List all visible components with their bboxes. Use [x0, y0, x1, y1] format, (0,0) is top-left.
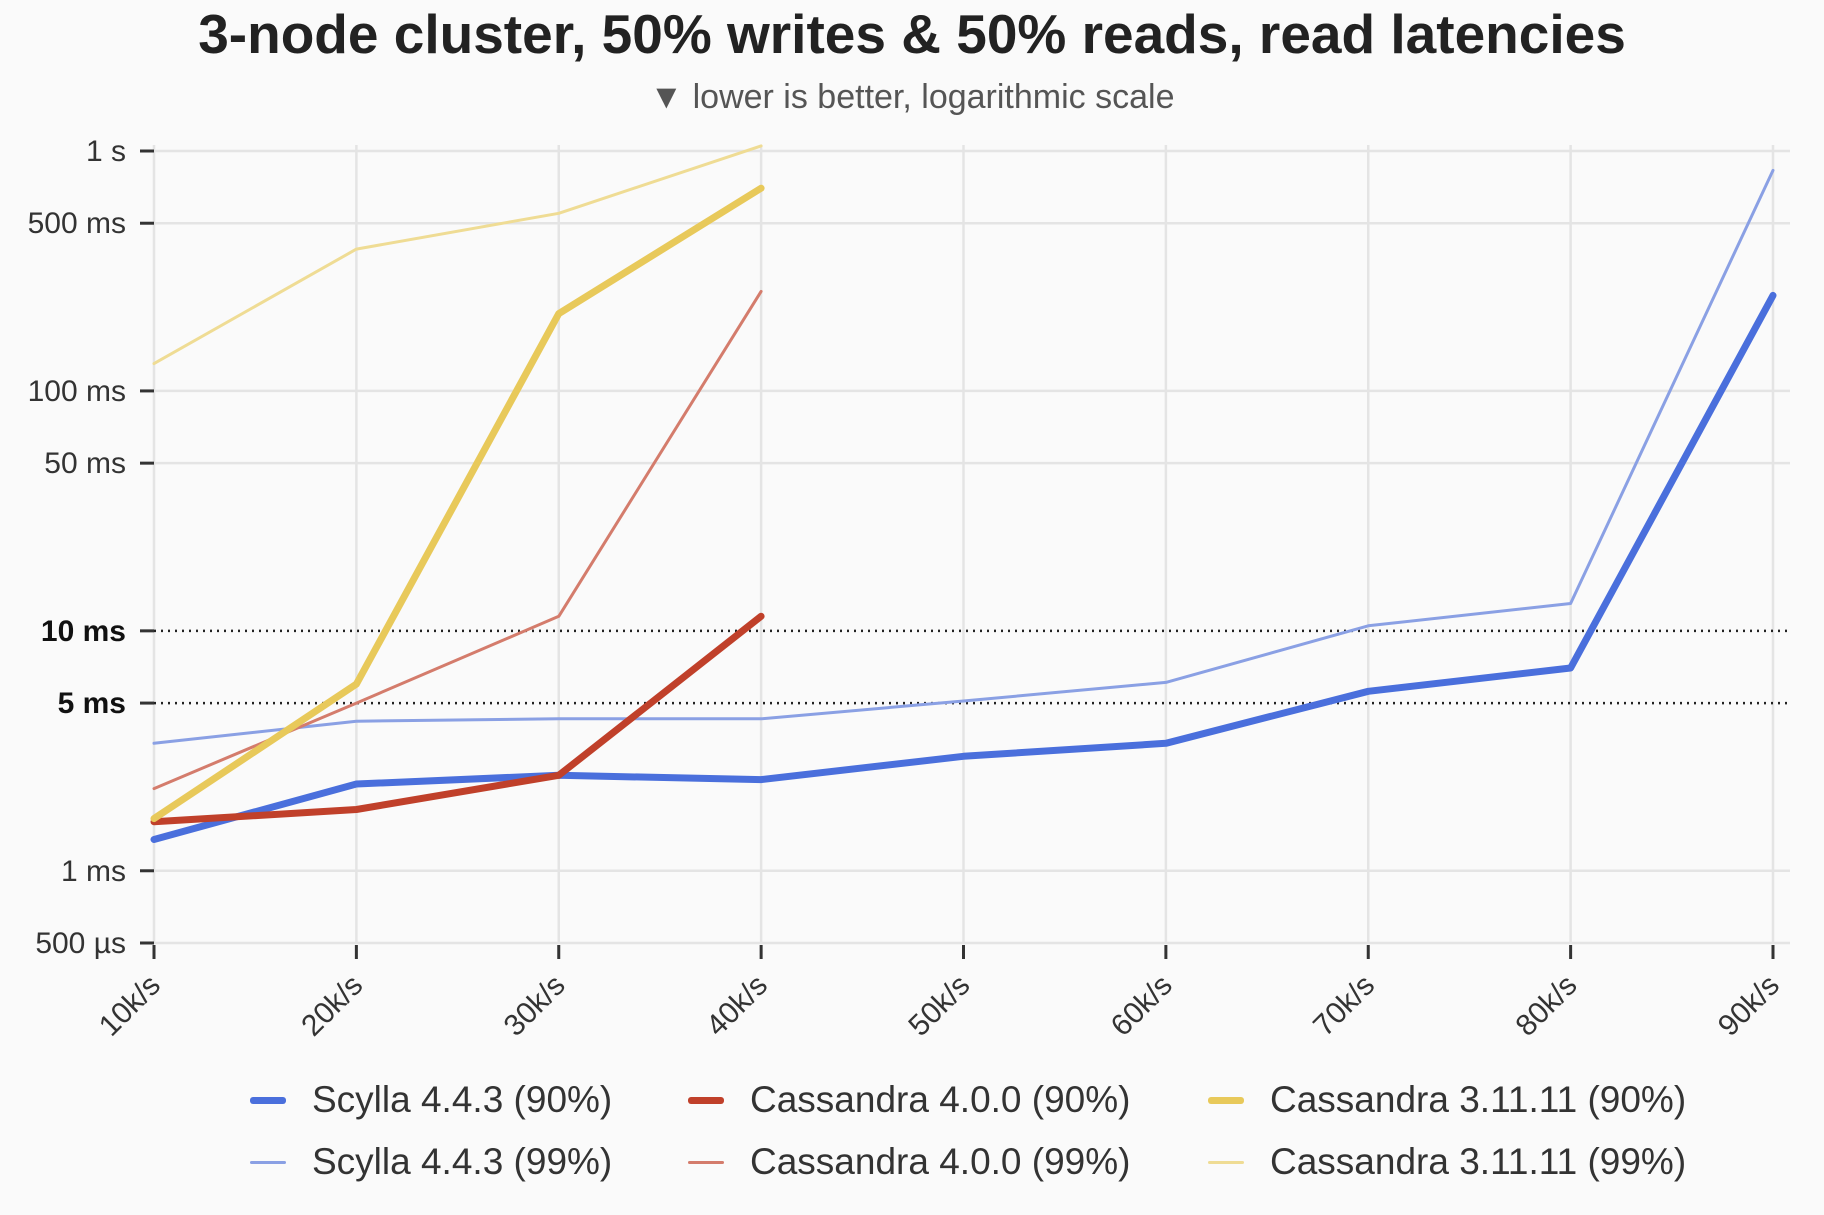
y-tick-label: 500 µs	[35, 927, 126, 960]
x-tick-label: 50k/s	[902, 969, 976, 1043]
legend-swatch	[1208, 1160, 1244, 1164]
line-chart: 10k/s 20k/s 30k/s 40k/s 50k/s 60k/s 70k/s 80k/s…	[28, 135, 1790, 1043]
x-tick-label: 10k/s	[93, 969, 167, 1043]
y-tick-label: 100 ms	[28, 375, 126, 408]
x-tick-label: 30k/s	[498, 969, 572, 1043]
legend-label: Cassandra 4.0.0 (90%)	[750, 1079, 1131, 1120]
legend-item[interactable]: Cassandra 4.0.0 (99%)	[688, 1140, 1208, 1184]
series-line	[152, 289, 763, 791]
legend-swatch	[1208, 1096, 1244, 1104]
legend: Scylla 4.4.3 (90%) Cassandra 4.0.0 (90%)…	[250, 1078, 1750, 1184]
legend-item[interactable]: Scylla 4.4.3 (90%)	[250, 1078, 688, 1122]
legend-swatch	[688, 1160, 724, 1164]
chart-title: 3-node cluster, 50% writes & 50% reads, …	[198, 3, 1626, 65]
legend-label: Cassandra 3.11.11 (99%)	[1270, 1141, 1687, 1182]
y-tick-label: 50 ms	[44, 447, 126, 480]
legend-swatch	[250, 1160, 286, 1164]
x-tick-label: 80k/s	[1510, 969, 1584, 1043]
x-tick-label: 40k/s	[700, 969, 774, 1043]
x-tick-label: 90k/s	[1712, 969, 1786, 1043]
legend-label: Scylla 4.4.3 (99%)	[312, 1141, 613, 1182]
series-line	[150, 612, 765, 826]
series-line	[150, 291, 1777, 843]
x-tick-label: 60k/s	[1105, 969, 1179, 1043]
legend-swatch	[688, 1096, 724, 1104]
legend-item[interactable]: Cassandra 4.0.0 (90%)	[688, 1078, 1208, 1122]
series-line	[152, 168, 1775, 745]
y-tick-label: 500 ms	[28, 207, 126, 240]
y-tick-label: 10 ms	[41, 615, 126, 648]
legend-item[interactable]: Cassandra 3.11.11 (99%)	[1208, 1140, 1708, 1184]
legend-label: Scylla 4.4.3 (90%)	[312, 1079, 613, 1120]
x-tick-label: 70k/s	[1307, 969, 1381, 1043]
chart-subtitle: ▼ lower is better, logarithmic scale	[649, 78, 1175, 116]
series-line	[152, 144, 763, 366]
y-tick-label: 1 s	[86, 135, 126, 168]
x-tick-label: 20k/s	[295, 969, 369, 1043]
legend-item[interactable]: Cassandra 3.11.11 (90%)	[1208, 1078, 1708, 1122]
series-line	[150, 184, 765, 823]
legend-label: Cassandra 4.0.0 (99%)	[750, 1141, 1131, 1182]
y-tick-label: 5 ms	[58, 687, 126, 720]
legend-item[interactable]: Scylla 4.4.3 (99%)	[250, 1140, 688, 1184]
legend-swatch	[250, 1096, 286, 1104]
y-tick-label: 1 ms	[61, 855, 126, 888]
legend-label: Cassandra 3.11.11 (90%)	[1270, 1079, 1687, 1120]
